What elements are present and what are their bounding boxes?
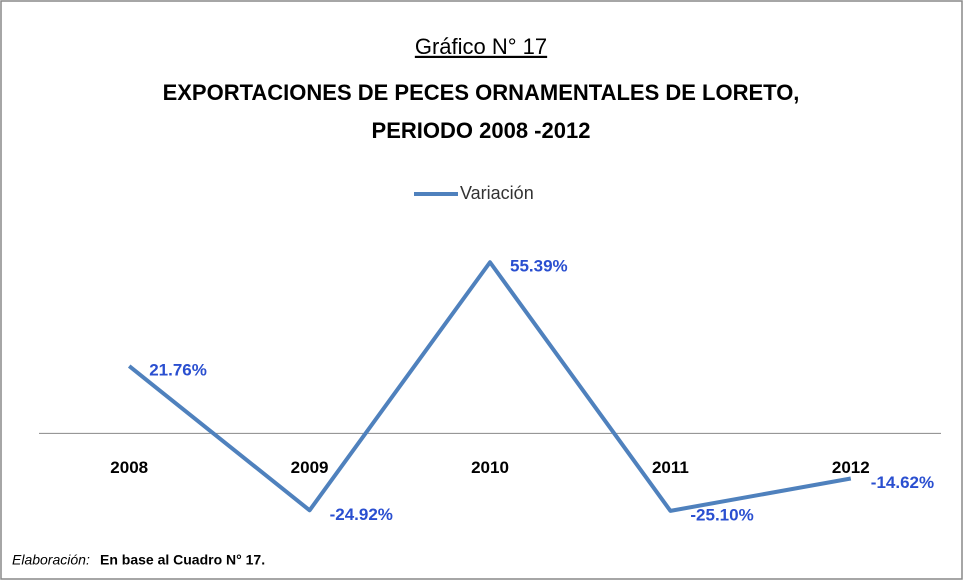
data-label: -24.92% <box>330 505 393 524</box>
source-text: En base al Cuadro N° 17. <box>100 552 265 568</box>
x-tick-label: 2008 <box>110 458 148 477</box>
x-tick-label: 2009 <box>291 458 329 477</box>
data-label: 21.76% <box>149 361 207 380</box>
chart-title: Gráfico N° 17 <box>415 34 547 59</box>
legend-label: Variación <box>460 183 534 203</box>
data-label: -14.62% <box>871 473 934 492</box>
source-label: Elaboración: <box>12 552 90 568</box>
chart-subtitle: EXPORTACIONES DE PECES ORNAMENTALES DE L… <box>163 80 800 105</box>
data-label: -25.10% <box>690 505 753 524</box>
x-tick-label: 2012 <box>832 458 870 477</box>
line <box>127 260 852 513</box>
data-label: 55.39% <box>510 257 568 276</box>
chart-subtitle: PERIODO 2008 -2012 <box>372 118 591 143</box>
x-tick-label: 2011 <box>652 458 689 477</box>
x-tick-label: 2010 <box>471 458 509 477</box>
